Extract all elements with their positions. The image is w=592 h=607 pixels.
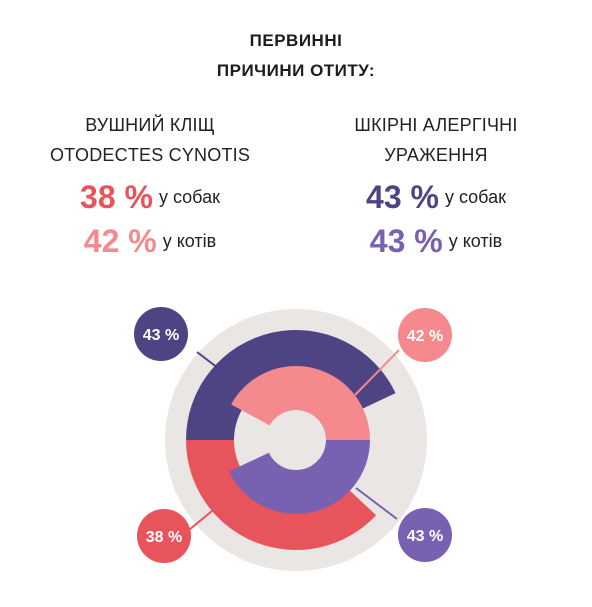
value-bubble-label-2: 42 % — [407, 328, 443, 345]
value-bubble-label-1: 43 % — [143, 327, 179, 344]
value-bubble-label-3: 38 % — [146, 529, 182, 546]
skin-allergy-cats-stat: 43 % у котів — [306, 220, 566, 262]
title-line-2: ПРИЧИНИ ОТИТУ: — [216, 61, 376, 80]
value-bubble-4 — [398, 508, 452, 562]
donut-slice-outer-2 — [186, 440, 377, 550]
ear-mite-column: ВУШНИЙ КЛІЩ OTODECTES CYNOTIS 38 % у соба… — [20, 110, 280, 262]
skin-allergy-dogs-stat: 43 % у собак — [306, 176, 566, 218]
value-bubble-1 — [134, 307, 188, 361]
ear-mite-cats-stat: 42 % у котів — [20, 220, 280, 262]
connector-line-2 — [354, 349, 400, 396]
donut-slice-inner-2 — [229, 440, 370, 514]
ear-mite-heading-line-1: ВУШНИЙ КЛІЩ — [85, 115, 215, 135]
skin-allergy-dogs-label: у собак — [444, 187, 506, 207]
value-bubble-label-4: 43 % — [407, 528, 443, 545]
ear-mite-heading-line-2: OTODECTES CYNOTIS — [49, 145, 251, 165]
skin-allergy-heading-line-2: УРАЖЕННЯ — [384, 145, 488, 165]
double-donut-chart: 43 % 42 % 38 % 43 % — [134, 307, 452, 571]
ear-mite-heading: ВУШНИЙ КЛІЩ OTODECTES CYNOTIS — [20, 110, 280, 170]
skin-allergy-heading: ШКІРНІ АЛЕРГІЧНІ УРАЖЕННЯ — [306, 110, 566, 170]
connector-line-4 — [355, 487, 398, 520]
skin-allergy-cats-value: 43 % — [369, 223, 443, 259]
ear-mite-dogs-value: 38 % — [80, 179, 153, 215]
donut-slice-outer-1 — [186, 330, 396, 440]
skin-allergy-dogs-value: 43 % — [366, 179, 439, 215]
value-bubble-2 — [398, 308, 452, 362]
connector-line-3 — [188, 505, 219, 531]
donut-slice-inner-1 — [231, 366, 370, 440]
connector-line-1 — [196, 351, 219, 369]
skin-allergy-cats-label: у котів — [448, 231, 503, 251]
ear-mite-cats-label: у котів — [162, 231, 217, 251]
chart-title: ПЕРВИННІ ПРИЧИНИ ОТИТУ: — [0, 26, 592, 86]
ear-mite-dogs-stat: 38 % у собак — [20, 176, 280, 218]
ear-mite-dogs-label: у собак — [158, 187, 220, 207]
title-line-1: ПЕРВИННІ — [249, 31, 343, 50]
skin-allergy-column: ШКІРНІ АЛЕРГІЧНІ УРАЖЕННЯ 43 % у собак 43… — [306, 110, 566, 262]
skin-allergy-heading-line-1: ШКІРНІ АЛЕРГІЧНІ — [354, 115, 518, 135]
value-bubble-3 — [137, 509, 191, 563]
ear-mite-cats-value: 42 % — [83, 223, 157, 259]
